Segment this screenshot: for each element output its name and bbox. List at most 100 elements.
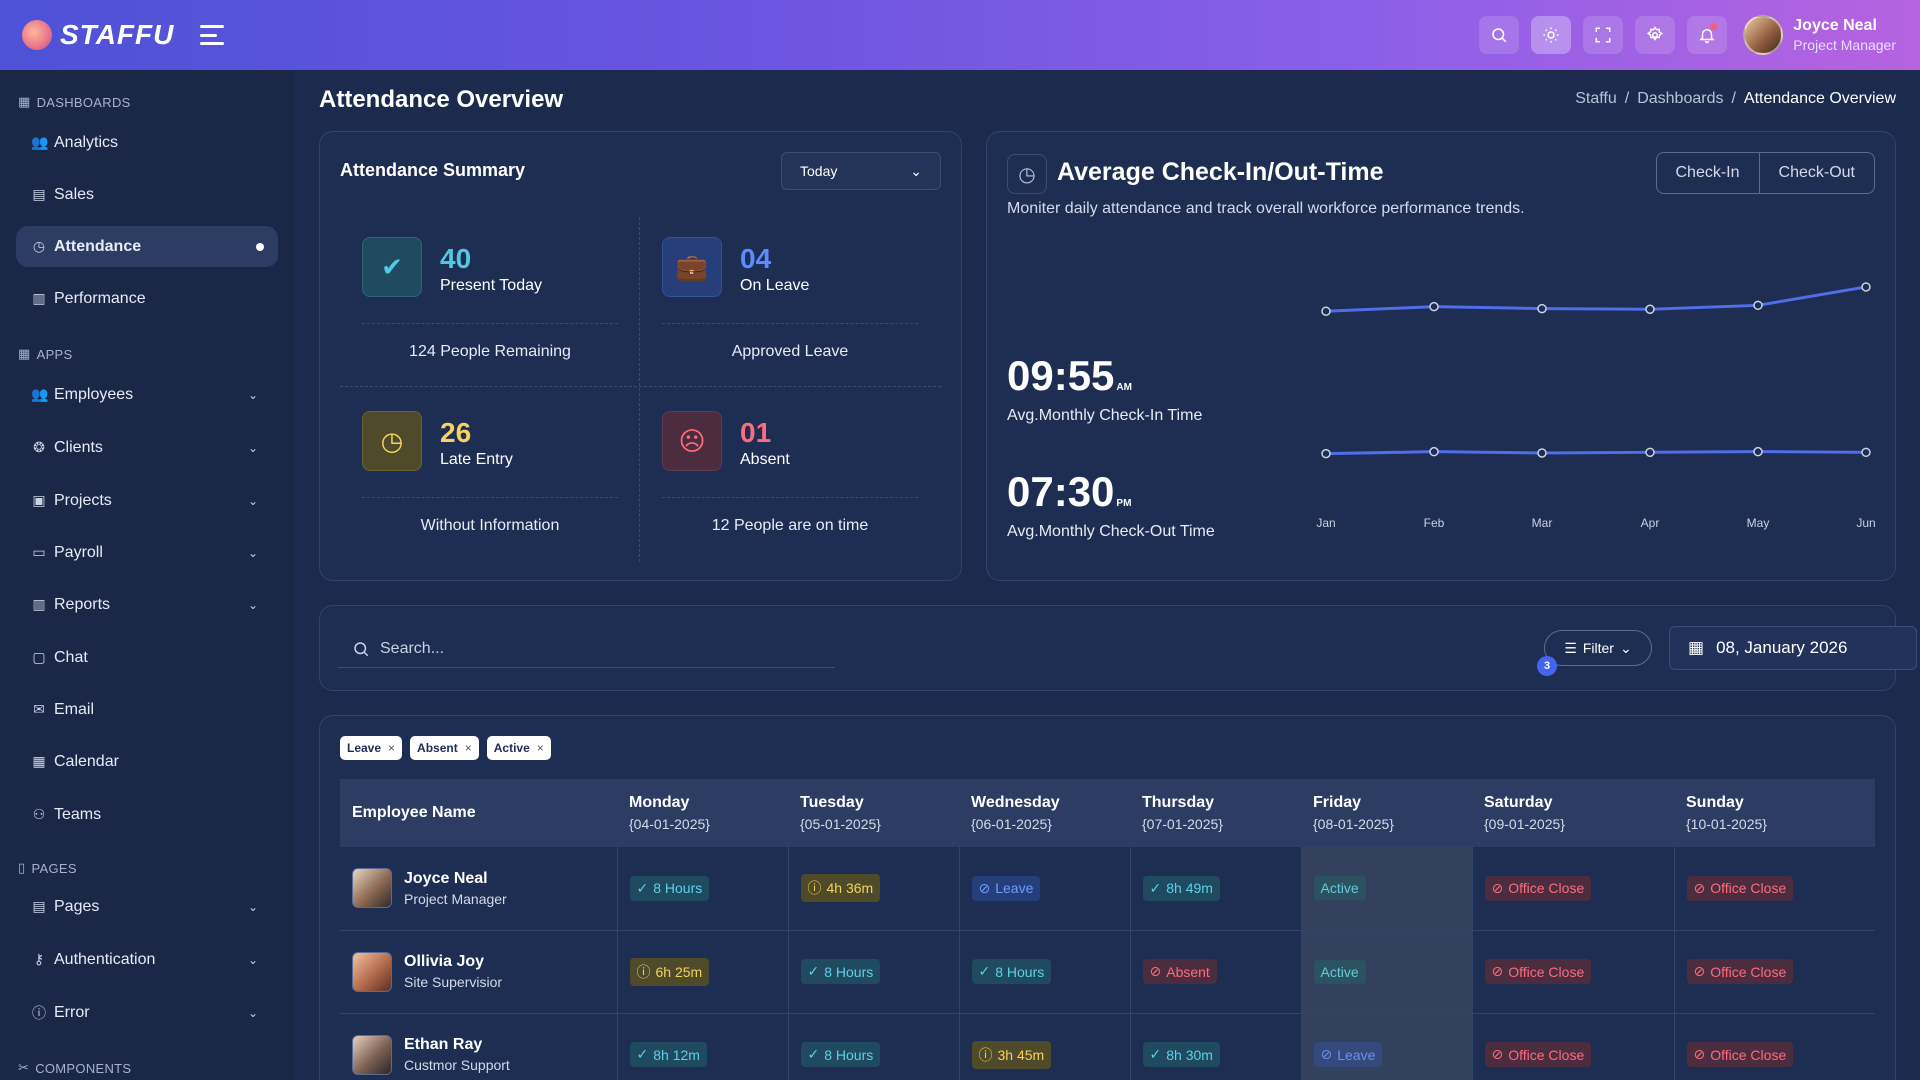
attendance-cell: ⊘ Leave — [959, 847, 1131, 931]
search-input[interactable] — [380, 639, 820, 658]
avatar — [352, 868, 392, 909]
employee-name[interactable]: Joyce Neal — [404, 869, 488, 887]
folder-icon: ▣ — [32, 492, 46, 508]
status-icon: ⊘ — [1491, 963, 1504, 979]
page-title: Attendance Overview — [319, 86, 564, 113]
fullscreen-button[interactable] — [1583, 16, 1624, 54]
data-point[interactable] — [1861, 447, 1871, 458]
theme-toggle-button[interactable] — [1531, 16, 1572, 54]
filter-chip[interactable]: Leave × — [340, 736, 403, 760]
sidebar-group-dashboards: ▦ DASHBOARDS — [18, 94, 131, 110]
checkout-time-label: Avg.Monthly Check-Out Time — [1007, 523, 1215, 540]
sidebar-item-chat[interactable]: ▢ Chat — [32, 648, 88, 666]
sidebar-item-authentication[interactable]: ⚷ Authentication ⌄ — [16, 939, 278, 980]
users-icon: 👥 — [31, 386, 49, 402]
data-point[interactable] — [1645, 304, 1655, 314]
stat-absent-label: Absent — [740, 451, 790, 468]
attendance-summary-card: Attendance Summary Today ⌄ ✔ 40 Present … — [319, 131, 962, 581]
tab-check-out[interactable]: Check-Out — [1758, 153, 1874, 193]
stat-late: ◷ 26 Late Entry Without Information — [340, 391, 640, 561]
filter-chip[interactable]: Absent × — [410, 736, 479, 760]
data-point[interactable] — [1321, 448, 1331, 459]
calendar-icon: ▦ — [32, 753, 46, 769]
sidebar-item-employees[interactable]: 👥 Employees ⌄ — [31, 385, 258, 403]
filter-chip[interactable]: Active × — [486, 736, 551, 760]
user-profile[interactable]: Joyce Neal Project Manager — [1743, 15, 1896, 55]
avatar — [352, 1034, 392, 1075]
data-point[interactable] — [1429, 446, 1439, 457]
stat-leave-value: 04 — [740, 243, 772, 274]
attendance-cell: ✓ 8h 12m — [617, 1013, 789, 1080]
search-icon — [354, 641, 369, 656]
notifications-button[interactable] — [1687, 16, 1728, 54]
sidebar-group-apps: ▦ APPS — [18, 346, 73, 362]
sidebar-item-pages[interactable]: ▤ Pages ⌄ — [32, 897, 258, 915]
breadcrumb-link-staffu[interactable]: Staffu — [1575, 90, 1617, 107]
attendance-cell: ✓ 8 Hours — [959, 930, 1131, 1014]
status-badge: ⊘ Absent — [1142, 959, 1217, 984]
stat-late-value: 26 — [440, 417, 472, 448]
breadcrumb-link-dashboards[interactable]: Dashboards — [1637, 90, 1724, 107]
close-icon[interactable]: × — [388, 741, 396, 755]
sidebar-item-projects[interactable]: ▣ Projects ⌄ — [32, 491, 258, 509]
grid-icon: ▦ — [18, 94, 31, 109]
status-badge: ✓ 8h 12m — [629, 1042, 707, 1067]
status-badge: ⓘ 6h 25m — [629, 957, 710, 986]
sidebar-item-payroll[interactable]: ▭ Payroll ⌄ — [32, 543, 258, 561]
sidebar-item-performance[interactable]: ▥ Performance — [32, 289, 146, 307]
status-icon: ⊘ — [1491, 1046, 1504, 1062]
toolbar-card: ☰ Filter ⌄ 3 ▦ 08, January 2026 — [319, 605, 1917, 691]
attendance-cell: Active — [1301, 930, 1473, 1014]
data-point[interactable] — [1537, 303, 1547, 314]
search-button[interactable] — [1479, 16, 1520, 54]
table-header: Friday {08-01-2025} — [1301, 779, 1472, 847]
attendance-cell: ⊘ Office Close — [1472, 930, 1675, 1014]
status-icon: ⊘ — [978, 879, 991, 896]
status-icon: ✓ — [636, 879, 649, 896]
data-point[interactable] — [1645, 447, 1655, 458]
table-header: Wednesday {06-01-2025} — [959, 779, 1130, 847]
employee-name[interactable]: Ethan Ray — [404, 1036, 483, 1053]
checkout-time: 07:30 PM — [1007, 468, 1132, 515]
data-point[interactable] — [1537, 448, 1547, 458]
sidebar-item-reports[interactable]: ▥ Reports ⌄ — [32, 595, 258, 613]
handshake-icon: ❂ — [33, 439, 45, 455]
sidebar-item-analytics[interactable]: 👥 Analytics — [31, 133, 119, 151]
sidebar-toggle-button[interactable] — [200, 25, 224, 45]
sidebar-item-sales[interactable]: ▤ Sales — [32, 185, 95, 203]
sidebar-item-calendar[interactable]: ▦ Calendar — [32, 752, 119, 770]
status-icon: ✓ — [1149, 879, 1162, 896]
x-tick-label: Jun — [1856, 516, 1876, 530]
sidebar-item-clients[interactable]: ❂ Clients ⌄ — [16, 427, 278, 468]
date-picker[interactable]: ▦ 08, January 2026 — [1669, 626, 1917, 670]
sidebar-item-teams[interactable]: ⚇ Teams — [32, 805, 102, 823]
attendance-table: Employee Name Monday {04-01-2025} Tuesday {0… — [340, 779, 1875, 1080]
filter-chips: Leave × Absent × Active × — [340, 736, 551, 760]
attendance-cell: ✓ 8h 49m — [1130, 847, 1302, 931]
data-point[interactable] — [1861, 282, 1871, 292]
checkin-time-label: Avg.Monthly Check-In Time — [1007, 407, 1203, 424]
close-icon[interactable]: × — [464, 741, 472, 755]
data-point[interactable] — [1753, 300, 1763, 311]
status-icon: ⓘ — [636, 963, 651, 980]
employee-name[interactable]: Ollivia Joy — [404, 953, 485, 970]
close-icon[interactable]: × — [536, 741, 544, 755]
chevron-down-icon: ⌄ — [247, 899, 258, 914]
settings-button[interactable] — [1635, 16, 1676, 54]
filter-button[interactable]: ☰ Filter ⌄ — [1544, 630, 1652, 666]
sidebar-item-attendance[interactable]: ◷ Attendance — [16, 226, 278, 267]
sidebar: ▦ DASHBOARDS 👥 Analytics ▤ Sales ◷ Attendanc… — [0, 70, 295, 1080]
data-point[interactable] — [1321, 306, 1331, 316]
employee-role: Custmor Support — [404, 1057, 510, 1073]
data-point[interactable] — [1753, 446, 1763, 457]
sidebar-item-error[interactable]: ⓘ Error ⌄ — [32, 1003, 258, 1021]
sidebar-item-email[interactable]: ✉ Email — [16, 689, 278, 730]
double-check-icon: ✔ — [362, 237, 422, 297]
tab-check-in[interactable]: Check-In — [1675, 164, 1740, 181]
range-select[interactable]: Today ⌄ — [781, 152, 941, 190]
status-badge: ⊘ Leave — [1313, 1042, 1383, 1067]
table-row: Ollivia Joy Site Supervisior ⓘ 6h 25m ✓ 8 Hou… — [340, 930, 1875, 1014]
data-point[interactable] — [1429, 301, 1439, 312]
status-badge: ✓ 8h 49m — [1142, 875, 1220, 901]
brand-logo[interactable]: STAFFU — [22, 19, 200, 51]
